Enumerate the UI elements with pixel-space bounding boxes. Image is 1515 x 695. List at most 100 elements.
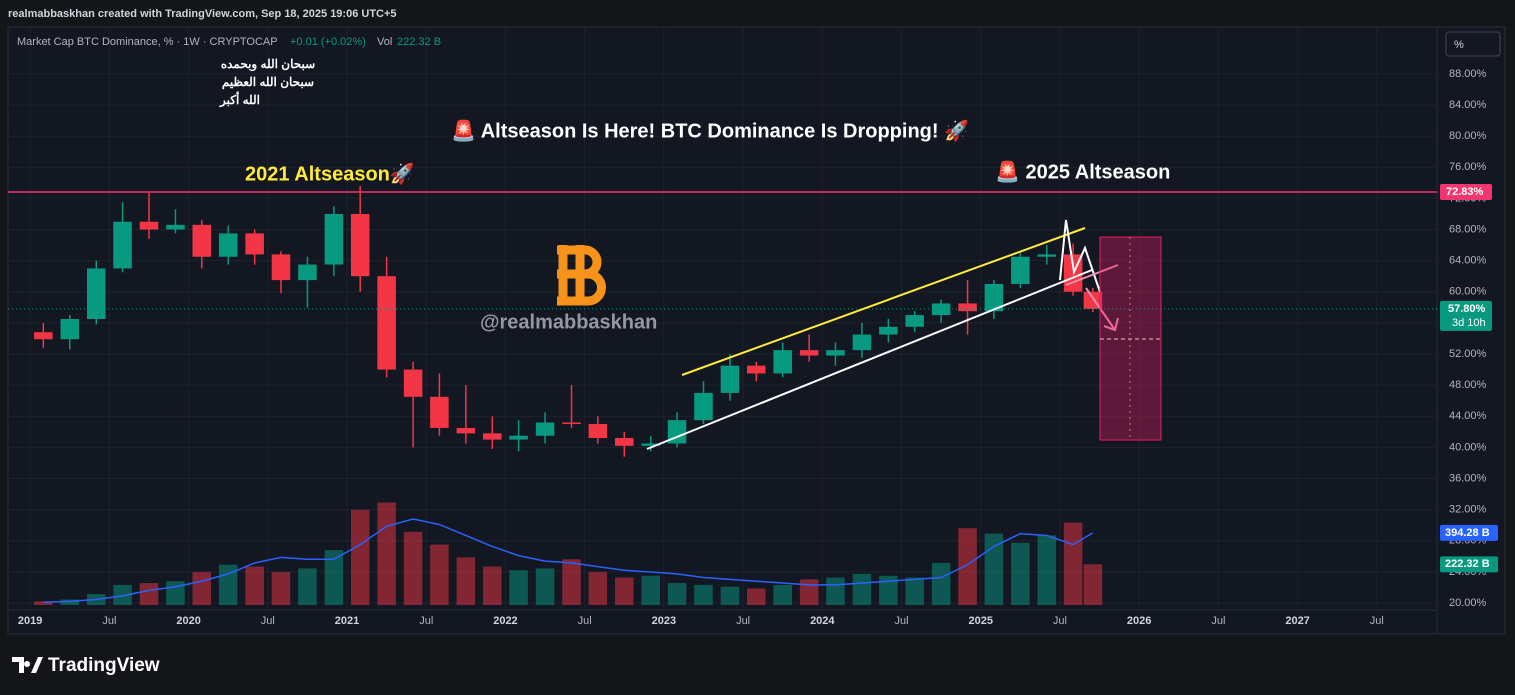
level-label: 72.83% <box>1446 186 1484 198</box>
candle-body <box>139 221 159 230</box>
volume-label-bg <box>1440 556 1498 573</box>
candle-body <box>34 332 53 340</box>
volume-bar <box>403 531 423 605</box>
volume-bar <box>720 586 740 605</box>
x-tick-label: 2020 <box>176 615 200 627</box>
volume-bar <box>271 572 291 605</box>
volume-bar <box>245 566 264 605</box>
volume-bar <box>350 509 370 605</box>
y-tick-label: 64.00% <box>1449 255 1487 267</box>
volume-bar <box>139 583 159 605</box>
y-tick-label: 76.00% <box>1449 161 1487 173</box>
dua-line: سبحان الله العظيم <box>222 75 314 90</box>
volume-bar <box>588 572 608 605</box>
legend-volume: Vol <box>377 36 392 48</box>
x-tick-label: 2021 <box>335 615 359 627</box>
candle-body <box>113 221 132 269</box>
price-axis-bg <box>1438 60 1504 609</box>
candle-body <box>483 433 502 440</box>
candle-body <box>588 424 608 439</box>
x-tick-label: Jul <box>1211 615 1225 627</box>
scale-button-label[interactable]: % <box>1454 39 1464 51</box>
volume-bar <box>456 557 476 605</box>
projection-zigzag <box>1059 219 1101 293</box>
legend-volume-value: 222.32 B <box>397 36 441 48</box>
scale-button[interactable] <box>1445 31 1501 57</box>
dua-line: سبحان الله وبحمده <box>221 57 315 72</box>
annotation: 2021 Altseason🚀 <box>245 161 415 185</box>
attribution: realmabbaskhan created with TradingView.… <box>8 8 397 20</box>
volume-bar <box>192 572 212 605</box>
volume-bar <box>931 562 951 605</box>
x-tick-label: Jul <box>1370 615 1384 627</box>
volume-bar <box>1037 535 1057 605</box>
volume-bar <box>34 601 53 605</box>
x-tick-label: Jul <box>578 615 592 627</box>
candle-body <box>218 233 238 257</box>
candle-body <box>826 350 845 356</box>
chart-panel <box>7 26 1506 635</box>
x-tick-label: 2019 <box>18 615 42 627</box>
arrow-head <box>1103 317 1119 332</box>
candle-body <box>958 303 977 312</box>
candle-body <box>535 422 555 436</box>
x-tick-label: Jul <box>1053 615 1067 627</box>
volume-bar <box>298 568 317 605</box>
candle-body <box>271 254 291 281</box>
x-tick-label: Jul <box>102 615 116 627</box>
candle-body <box>166 224 185 230</box>
x-tick-label: Jul <box>894 615 908 627</box>
last-price-bg <box>1440 300 1492 331</box>
volume-bar <box>694 584 713 605</box>
brand-logo <box>12 657 43 673</box>
x-tick-label: 2023 <box>652 615 676 627</box>
brand-icon <box>12 657 43 673</box>
candle-body <box>694 392 713 421</box>
y-tick-label: 84.00% <box>1449 99 1487 111</box>
y-tick-label: 88.00% <box>1449 68 1487 80</box>
candle-body <box>192 224 212 257</box>
candle-body <box>298 264 317 281</box>
x-tick-label: 2025 <box>968 615 992 627</box>
volume-ma-line <box>43 518 1094 604</box>
volume-bar <box>879 575 898 605</box>
y-tick-label: 52.00% <box>1449 348 1487 360</box>
candle-body <box>60 319 80 340</box>
volume-pane <box>34 502 1103 605</box>
candle-body <box>905 315 924 327</box>
watermark: @realmabbaskhan <box>480 311 657 333</box>
countdown: 3d 10h <box>1452 317 1486 329</box>
y-tick-label: 44.00% <box>1449 410 1487 422</box>
volume-bar <box>60 599 80 605</box>
candle-body <box>509 435 528 440</box>
volume-bar <box>852 573 872 605</box>
price-axis: 2019 Jul 2020 Jul 2021 Jul 2022 Jul 2023 Jul 2024 J… <box>18 60 1504 627</box>
last-price-label: 57.80% <box>1448 303 1486 315</box>
volume-bar <box>958 528 977 605</box>
candle-body <box>324 213 344 265</box>
volume-bar <box>324 550 344 605</box>
candle-body <box>86 268 106 319</box>
chart-title: 🚨 Altseason Is Here! BTC Dominance Is Dr… <box>451 118 969 142</box>
candle-body <box>1011 256 1030 284</box>
dua-line: الله أكبر <box>219 92 260 108</box>
y-tick-label: 60.00% <box>1449 286 1487 298</box>
volume-label: 222.32 B <box>1445 558 1490 570</box>
volume-bar <box>746 588 766 605</box>
y-tick-label: 32.00% <box>1449 504 1487 516</box>
annotation: 🚨 2025 Altseason <box>995 159 1170 183</box>
candle-body <box>562 422 581 425</box>
volume-bar <box>615 577 634 605</box>
legend-title: Market Cap BTC Dominance, % · 1W · CRYPT… <box>17 36 278 48</box>
projection-line <box>1065 264 1119 286</box>
volume-bar <box>113 584 132 605</box>
volume-bar <box>1011 542 1030 605</box>
candle-body <box>430 396 449 428</box>
volume-bar <box>535 568 555 605</box>
legend-change: +0.01 (+0.02%) <box>290 36 366 48</box>
candle-body <box>245 233 264 255</box>
candle-body <box>931 303 951 316</box>
y-tick-label: 36.00% <box>1449 472 1487 484</box>
ma-label-bg <box>1440 524 1498 541</box>
x-tick-label: 2022 <box>493 615 517 627</box>
